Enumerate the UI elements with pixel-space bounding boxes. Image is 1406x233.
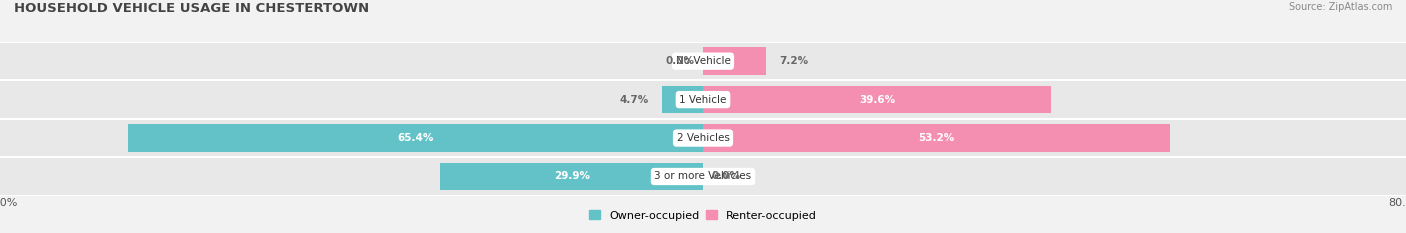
Bar — [662, 86, 703, 113]
Bar — [440, 163, 703, 190]
Text: 2 Vehicles: 2 Vehicles — [676, 133, 730, 143]
Text: 3 or more Vehicles: 3 or more Vehicles — [654, 171, 752, 182]
Legend: Owner-occupied, Renter-occupied: Owner-occupied, Renter-occupied — [585, 206, 821, 225]
Text: 1 Vehicle: 1 Vehicle — [679, 95, 727, 105]
Text: 39.6%: 39.6% — [859, 95, 896, 105]
Text: 0.0%: 0.0% — [665, 56, 695, 66]
Text: 29.9%: 29.9% — [554, 171, 589, 182]
Bar — [703, 124, 1170, 152]
Text: 53.2%: 53.2% — [918, 133, 955, 143]
Bar — [703, 47, 766, 75]
Text: Source: ZipAtlas.com: Source: ZipAtlas.com — [1288, 2, 1392, 12]
Text: HOUSEHOLD VEHICLE USAGE IN CHESTERTOWN: HOUSEHOLD VEHICLE USAGE IN CHESTERTOWN — [14, 2, 370, 15]
Bar — [128, 124, 703, 152]
Bar — [703, 86, 1052, 113]
Text: 7.2%: 7.2% — [779, 56, 808, 66]
Text: 65.4%: 65.4% — [398, 133, 434, 143]
Text: 4.7%: 4.7% — [619, 95, 648, 105]
Text: 0.0%: 0.0% — [711, 171, 741, 182]
Text: No Vehicle: No Vehicle — [675, 56, 731, 66]
